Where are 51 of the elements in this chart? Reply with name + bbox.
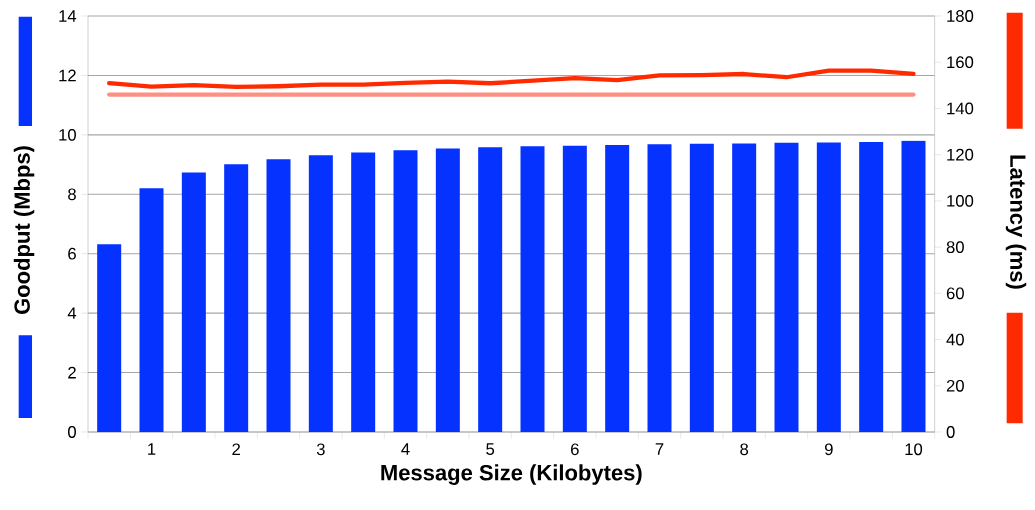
y-axis-title: Goodput (Mbps)	[13, 146, 35, 314]
x-tick-label: 1	[148, 443, 156, 455]
bar	[520, 146, 545, 432]
bar	[308, 155, 333, 432]
y2-tick-label: 80	[946, 241, 964, 253]
x-tick-label: 10	[905, 443, 923, 456]
bar	[97, 244, 122, 432]
y2-tick-label: 60	[946, 287, 964, 300]
bar	[139, 188, 164, 432]
y2-tick-label: 100	[947, 194, 974, 207]
y-tick-label: 14	[59, 10, 77, 22]
bar	[478, 147, 503, 432]
bar	[224, 164, 249, 432]
y-tick-label: 10	[59, 128, 76, 141]
bar	[647, 144, 672, 432]
bar	[562, 145, 587, 432]
x-tick-label: 5	[486, 443, 495, 455]
bar	[689, 143, 714, 432]
bar	[859, 141, 884, 432]
bar	[732, 143, 757, 432]
x-axis-title: Message Size (Kilobytes)	[381, 464, 642, 485]
x-tick-label: 9	[824, 443, 833, 456]
y-tick-label: 0	[68, 426, 76, 438]
bar	[266, 159, 291, 432]
y2-tick-label: 20	[946, 379, 964, 392]
y2-tick-label: 0	[946, 426, 955, 438]
bar	[816, 142, 841, 432]
x-tick-label: 3	[316, 443, 325, 456]
y-tick-label: 12	[59, 69, 76, 82]
y2-tick-label: 180	[947, 10, 974, 22]
x-tick-label: 2	[232, 443, 240, 455]
bar	[393, 150, 418, 432]
y2-tick-label: 40	[946, 333, 964, 346]
bar	[181, 172, 206, 432]
bar	[435, 148, 460, 432]
y2-tick-label: 140	[947, 102, 974, 115]
y2-tick-label: 160	[947, 56, 974, 69]
x-tick-label: 4	[401, 443, 410, 455]
bar	[605, 144, 630, 432]
x-tick-label: 7	[655, 443, 664, 455]
bar	[901, 140, 926, 432]
y-tick-label: 6	[68, 247, 76, 260]
y-tick-label: 4	[67, 307, 77, 319]
bar	[351, 152, 376, 432]
x-tick-label: 6	[571, 443, 579, 456]
y2-axis-title: Latency (ms)	[1005, 155, 1027, 289]
y-tick-label: 2	[68, 366, 76, 379]
y-tick-label: 8	[68, 188, 76, 201]
bar	[774, 142, 799, 432]
x-tick-label: 8	[740, 443, 749, 456]
y2-tick-label: 120	[947, 148, 974, 161]
